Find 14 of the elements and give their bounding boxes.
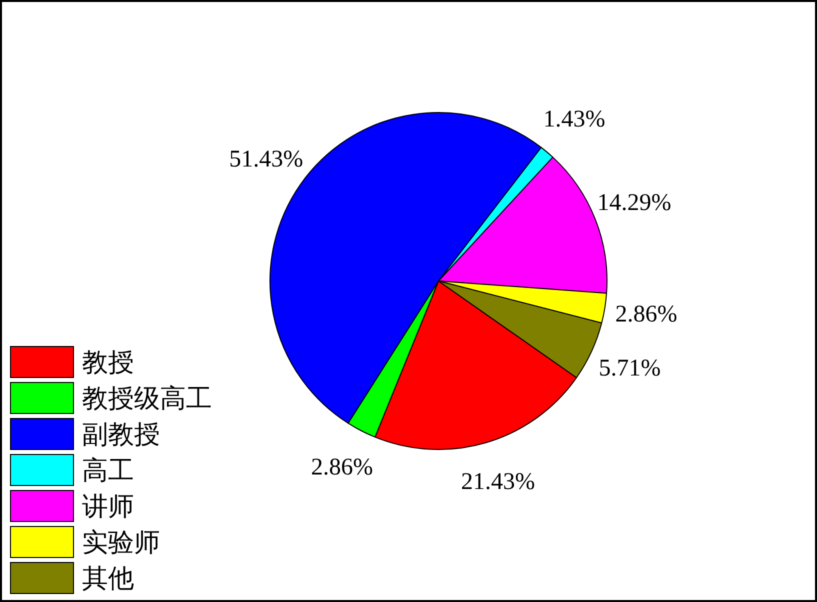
data-label: 21.43%: [461, 469, 536, 496]
legend-label: 教授级高工: [82, 382, 212, 414]
legend-label: 讲师: [82, 490, 134, 522]
data-label: 2.86%: [310, 454, 373, 480]
data-label: 14.29%: [597, 190, 672, 216]
legend-label: 实验师: [82, 526, 160, 558]
legend-label: 副教授: [82, 418, 160, 450]
data-label: 2.86%: [615, 301, 678, 328]
data-label: 5.71%: [598, 355, 661, 382]
legend-label: 高工: [82, 454, 134, 486]
data-label: 51.43%: [229, 146, 304, 173]
data-label: 1.43%: [543, 106, 606, 132]
legend-label: 教授: [82, 346, 134, 378]
legend-label: 其他: [82, 562, 134, 594]
